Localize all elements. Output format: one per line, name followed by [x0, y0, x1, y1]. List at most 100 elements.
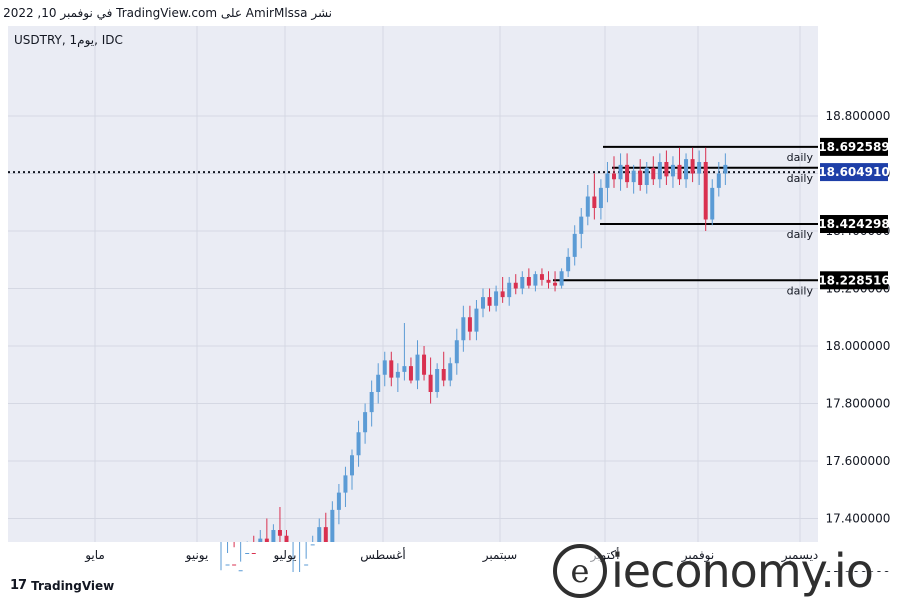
candle: [474, 300, 479, 341]
candle-body: [343, 475, 348, 493]
level-price-tag: 18.228516: [818, 273, 889, 287]
level-name-label: daily: [787, 172, 814, 185]
candle: [592, 173, 597, 220]
candle: [220, 542, 222, 571]
candle: [389, 351, 394, 387]
candle: [553, 271, 558, 292]
candle-body: [533, 274, 538, 286]
price-tick-label: 17.800000: [826, 397, 891, 411]
candle-body: [566, 256, 571, 272]
candlestick-chart[interactable]: daily daily daily daily 17.200000 17.400000 1…: [0, 26, 904, 572]
ieconomy-watermark: e ieconomy.io: [553, 538, 904, 604]
candle-body: [618, 164, 623, 180]
price-tick-label: 18.000000: [826, 339, 891, 353]
symbol-legend: USDTRY, 1يوم, IDC: [14, 33, 123, 48]
candle: [408, 357, 413, 384]
price-tick-label: 17.400000: [826, 512, 891, 526]
candle: [526, 268, 531, 289]
candle: [533, 271, 538, 292]
time-tick-label: ديسمبر: [781, 548, 819, 563]
level-price-tag-bg: [820, 215, 888, 234]
time-tick-label: سبتمبر: [482, 548, 517, 563]
level-name-label: daily: [787, 284, 814, 297]
candle: [382, 351, 387, 387]
candle: [494, 285, 499, 312]
candle: [716, 162, 721, 197]
candle-body: [264, 538, 269, 542]
candle-body: [408, 366, 413, 381]
candle-body: [546, 279, 551, 283]
price-axis[interactable]: [818, 26, 904, 572]
level-price-tag-bg: [820, 271, 888, 290]
candle-body: [258, 538, 263, 542]
candle-body: [697, 162, 702, 174]
candle: [539, 268, 544, 286]
level-price-tag-bg: [820, 137, 888, 156]
price-tick-label: 17.200000: [826, 569, 891, 572]
time-tick-label: مايو: [84, 548, 105, 563]
candle-body: [598, 187, 603, 208]
candle-body: [526, 277, 531, 286]
current-price-tag-bg: [820, 163, 888, 182]
candle: [638, 159, 643, 191]
candle: [323, 512, 328, 542]
candle-body: [238, 570, 243, 572]
candle-body: [454, 340, 459, 364]
level-price-tag: 18.692589: [818, 140, 889, 154]
candle: [363, 403, 368, 444]
candle-body: [474, 308, 479, 332]
candle: [598, 179, 603, 220]
candle-body: [441, 369, 446, 381]
candle-body: [376, 374, 381, 392]
candle: [481, 288, 485, 318]
candle-body: [232, 564, 237, 566]
candle-body: [553, 282, 558, 286]
candle: [232, 542, 237, 566]
candle: [369, 380, 374, 427]
candle-body: [402, 366, 407, 372]
level-name-label: daily: [787, 228, 814, 241]
candle: [723, 153, 728, 185]
candle-body: [677, 164, 682, 180]
candle: [422, 346, 427, 381]
candle: [271, 524, 276, 542]
candle-body: [494, 291, 499, 306]
candle-body: [513, 282, 518, 289]
publish-text: نشر AmirMlssa على TradingView.com في نوف…: [0, 6, 332, 20]
candle: [461, 305, 466, 352]
time-tick-label: يوليو: [272, 548, 296, 563]
candle-body: [389, 360, 394, 378]
candle-body: [487, 297, 492, 306]
time-tick-label: نوفمبر: [681, 548, 714, 563]
candle: [299, 542, 301, 572]
candle: [513, 274, 518, 295]
candle-body: [461, 317, 466, 341]
plot-area[interactable]: [8, 26, 818, 542]
candle: [238, 542, 243, 572]
candle-body: [670, 164, 675, 177]
price-tick-label: 18.800000: [826, 109, 891, 123]
candle: [612, 156, 616, 188]
level-price-tag: 18.424298: [818, 217, 889, 231]
candle: [343, 466, 348, 507]
candle-body: [539, 274, 544, 280]
candle-body: [585, 196, 590, 217]
candle: [703, 147, 708, 231]
ieconomy-logo-icon: e: [553, 544, 607, 598]
ieconomy-watermark-text: ieconomy.io: [611, 544, 874, 598]
candle-body: [500, 291, 505, 298]
candle: [284, 530, 289, 542]
candle-body: [651, 167, 656, 180]
candle-body: [448, 363, 453, 381]
candles: [220, 147, 728, 572]
candle-body: [323, 527, 328, 542]
candle-body: [356, 432, 361, 456]
candle: [585, 185, 590, 226]
tradingview-logo[interactable]: 17 TradingView: [10, 578, 114, 593]
candle: [350, 449, 354, 490]
candle: [251, 535, 256, 554]
candle: [245, 541, 250, 554]
candle: [317, 518, 322, 542]
candle: [304, 542, 309, 566]
candle-body: [245, 553, 250, 554]
